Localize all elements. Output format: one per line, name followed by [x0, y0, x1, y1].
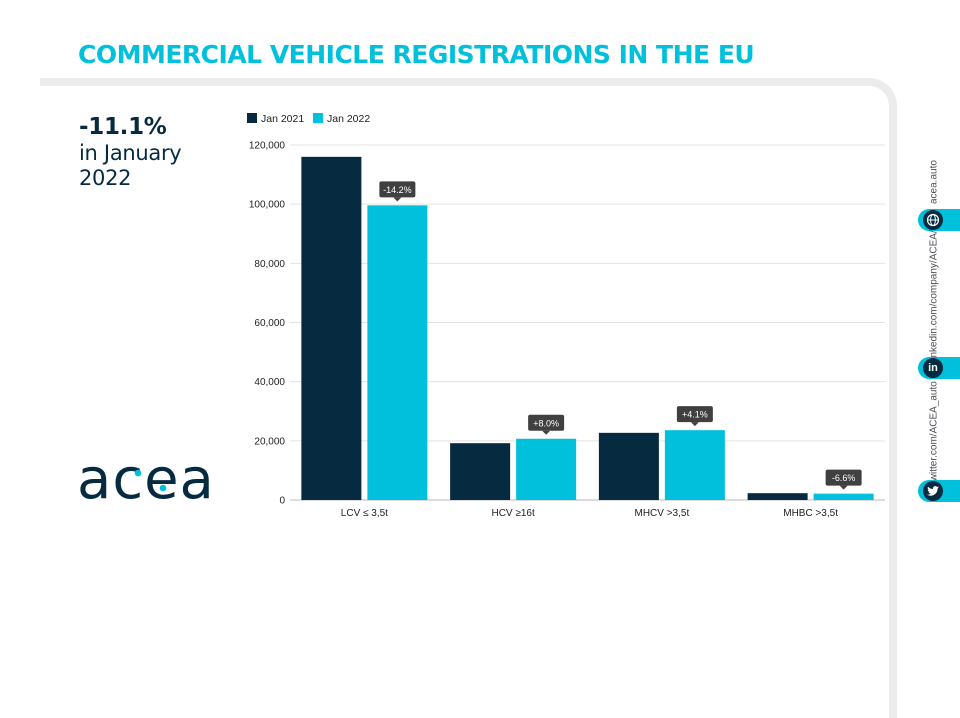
- bar-jan-2022: [516, 438, 577, 500]
- y-tick-label: 80,000: [254, 259, 285, 270]
- legend-swatch: [313, 113, 323, 123]
- change-label: -14.2%: [383, 185, 412, 195]
- change-label-pointer: [542, 430, 551, 435]
- kpi-value: -11.1%: [79, 114, 167, 140]
- bar-jan-2022: [813, 493, 874, 500]
- globe-icon[interactable]: [923, 210, 943, 230]
- globe-glyph: [926, 213, 940, 227]
- change-label: +4.1%: [682, 410, 708, 420]
- svg-text:acea: acea: [77, 452, 215, 504]
- change-label-pointer: [393, 197, 402, 202]
- linkedin-icon[interactable]: in: [923, 358, 943, 378]
- x-tick-label: MHCV >3,5t: [635, 508, 690, 519]
- bar-chart: 0 20,000 40,000 60,000 80,000 100,000 120,000 L…: [247, 113, 885, 519]
- y-tick-label: 20,000: [254, 436, 285, 447]
- y-tick-label: 60,000: [254, 318, 285, 329]
- y-tick-label: 100,000: [249, 200, 286, 211]
- change-label: +8.0%: [533, 418, 559, 428]
- x-tick-label: LCV ≤ 3,5t: [341, 508, 388, 519]
- bird-glyph: [927, 485, 939, 496]
- web-link[interactable]: acea.auto: [928, 160, 940, 205]
- bar-jan-2021: [747, 493, 808, 500]
- bar-jan-2021: [450, 443, 511, 500]
- change-label-box: [528, 414, 565, 431]
- change-label-pointer: [839, 485, 848, 490]
- twitter-icon[interactable]: [923, 481, 943, 501]
- kpi-caption: in January 2022: [79, 141, 182, 190]
- x-tick-label: HCV ≥16t: [491, 508, 535, 519]
- twitter-link[interactable]: twitter.com/ACEA_auto: [928, 381, 940, 485]
- change-label-pointer: [690, 422, 699, 427]
- change-label: -6.6%: [832, 473, 856, 483]
- bar-jan-2022: [367, 205, 428, 500]
- legend-label: Jan 2021: [261, 113, 304, 125]
- chart-frame: [40, 78, 897, 718]
- change-label-box: [676, 406, 713, 423]
- legend-label: Jan 2022: [327, 113, 370, 125]
- change-label-box: [379, 181, 416, 198]
- bar-jan-2021: [301, 156, 362, 501]
- acea-logo: acea: [77, 452, 215, 504]
- bar-jan-2021: [598, 432, 659, 500]
- legend-swatch: [247, 113, 257, 123]
- bar-jan-2022: [664, 430, 725, 500]
- linkedin-link[interactable]: linkedin.com/company/ACEA/: [928, 230, 940, 363]
- y-tick-label: 40,000: [254, 377, 285, 388]
- y-tick-label: 120,000: [249, 141, 286, 152]
- page-title: COMMERCIAL VEHICLE REGISTRATIONS IN THE …: [78, 40, 755, 69]
- change-label-box: [825, 469, 862, 486]
- y-tick-label: 0: [279, 496, 285, 507]
- x-tick-label: MHBC >3,5t: [783, 508, 838, 519]
